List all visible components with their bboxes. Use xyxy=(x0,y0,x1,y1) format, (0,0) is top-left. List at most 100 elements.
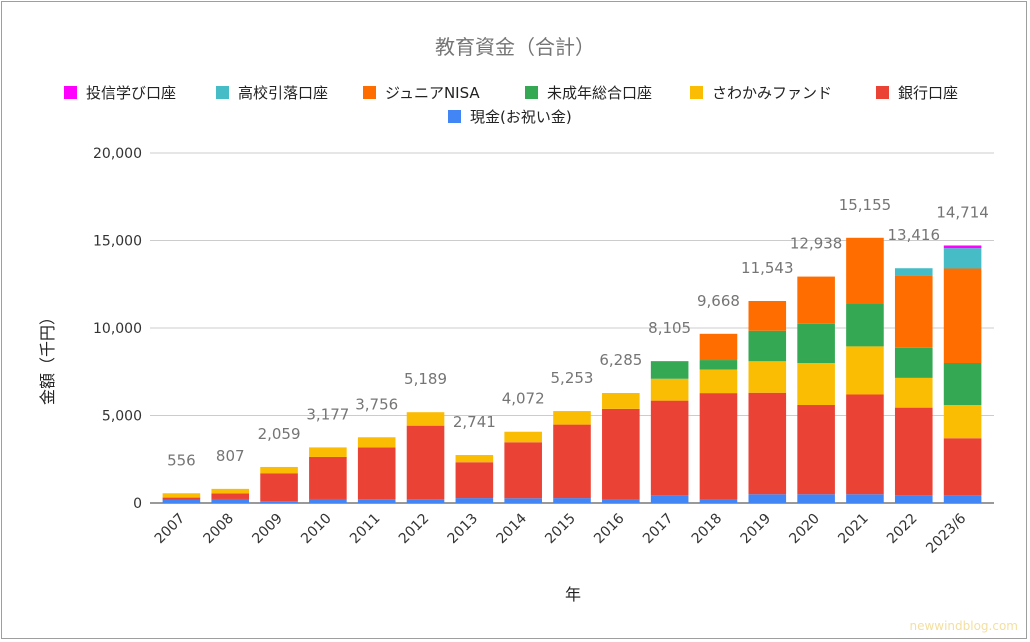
y-axis-ticks: 0 5,000 10,000 15,000 20,000 xyxy=(93,146,142,512)
bar-segment xyxy=(797,363,835,405)
x-tick-label: 2013 xyxy=(445,511,482,548)
total-label: 13,416 xyxy=(888,226,941,244)
x-tick-label: 2020 xyxy=(786,511,823,548)
bars xyxy=(162,237,982,503)
bar-segment xyxy=(455,462,494,499)
total-labels: 556 807 2,059 3,177 3,756 5,189 2,741 4,072 5,25… xyxy=(167,196,989,469)
bar-segment xyxy=(894,495,933,503)
bar-segment xyxy=(846,237,884,304)
y-tick-label: 20,000 xyxy=(93,146,142,162)
legend-label-koukou: 高校引落口座 xyxy=(238,84,328,102)
bar-segment xyxy=(748,392,787,495)
bar-segment xyxy=(748,494,787,503)
watermark: newwindblog.com xyxy=(909,619,1018,633)
bar-segment xyxy=(211,498,250,503)
bar-segment xyxy=(260,466,298,474)
total-label: 6,285 xyxy=(599,351,642,369)
total-label: 15,155 xyxy=(839,196,892,214)
total-label: 5,253 xyxy=(551,369,594,387)
total-label: 3,756 xyxy=(355,395,398,413)
total-label: 3,177 xyxy=(306,405,349,423)
y-tick-label: 10,000 xyxy=(93,321,142,337)
total-label: 12,938 xyxy=(790,235,843,253)
bar-segment xyxy=(504,431,542,443)
x-tick-label: 2022 xyxy=(884,511,921,548)
legend-swatch-miseinen xyxy=(525,86,538,99)
bar-segment xyxy=(650,361,689,379)
bar-segment xyxy=(650,495,689,503)
bar-segment xyxy=(260,501,298,503)
bar-segment xyxy=(211,488,250,494)
legend-swatch-junior-nisa xyxy=(363,86,376,99)
bar-segment xyxy=(894,347,933,378)
x-tick-label: 2007 xyxy=(152,511,189,548)
bar-segment xyxy=(699,369,738,394)
legend-swatch-toshin xyxy=(64,86,77,99)
bar-segment xyxy=(894,377,933,408)
bar-segment xyxy=(894,407,933,496)
chart-title: 教育資金（合計） xyxy=(435,35,595,59)
bar-segment xyxy=(797,276,835,324)
bar-segment xyxy=(602,408,640,500)
total-label: 14,714 xyxy=(936,204,989,222)
bar-segment xyxy=(943,405,982,439)
bar-segment xyxy=(162,493,201,498)
legend-label-junior-nisa: ジュニアNISA xyxy=(385,84,480,102)
legend-swatch-genkin xyxy=(448,110,461,123)
x-axis-title: 年 xyxy=(565,585,581,604)
total-label: 4,072 xyxy=(502,390,545,408)
bar-segment xyxy=(309,456,347,499)
bar-segment xyxy=(650,400,689,496)
bar-segment xyxy=(699,393,738,500)
bar-segment xyxy=(943,248,982,269)
bar-segment xyxy=(748,300,787,331)
legend: 投信学び口座 高校引落口座 ジュニアNISA 未成年総合口座 さわかみファンド … xyxy=(64,84,958,126)
total-label: 807 xyxy=(216,447,245,465)
bar-segment xyxy=(455,498,494,503)
bar-segment xyxy=(699,360,738,370)
x-tick-label: 2019 xyxy=(738,511,775,548)
bar-segment xyxy=(406,425,445,500)
bar-segment xyxy=(602,499,640,503)
bar-segment xyxy=(797,323,835,363)
bar-segment xyxy=(797,494,835,503)
total-label: 556 xyxy=(167,451,196,469)
bar-segment xyxy=(846,394,884,495)
bar-segment xyxy=(162,499,201,503)
x-tick-label: 2017 xyxy=(640,511,677,548)
legend-swatch-sawakami xyxy=(690,86,703,99)
bar-segment xyxy=(846,494,884,503)
bar-segment xyxy=(699,499,738,503)
bar-segment xyxy=(748,361,787,393)
x-tick-label: 2010 xyxy=(298,511,335,548)
bar-segment xyxy=(309,498,347,503)
legend-label-miseinen: 未成年総合口座 xyxy=(547,84,652,102)
legend-label-genkin: 現金(お祝い金) xyxy=(470,108,572,126)
total-label: 2,059 xyxy=(258,425,301,443)
bar-segment xyxy=(943,245,982,249)
bar-segment xyxy=(357,437,396,448)
x-tick-label: 2023/6 xyxy=(923,510,969,556)
bar-segment xyxy=(699,333,738,361)
total-label: 2,741 xyxy=(453,413,496,431)
y-tick-label: 5,000 xyxy=(102,409,142,425)
x-tick-label: 2011 xyxy=(347,511,384,548)
x-tick-label: 2012 xyxy=(396,511,433,548)
bar-segment xyxy=(211,493,250,499)
legend-swatch-ginkou xyxy=(876,86,889,99)
bar-segment xyxy=(846,346,884,395)
y-axis-title: 金額（千円） xyxy=(38,309,57,405)
bar-segment xyxy=(553,498,591,503)
bar-segment xyxy=(455,455,494,463)
bar-segment xyxy=(357,499,396,503)
bar-segment xyxy=(943,495,982,503)
x-tick-label: 2015 xyxy=(542,511,579,548)
bar-segment xyxy=(504,442,542,499)
bar-segment xyxy=(406,499,445,503)
bar-segment xyxy=(602,393,640,409)
total-label: 5,189 xyxy=(404,370,447,388)
legend-label-toshin: 投信学び口座 xyxy=(86,84,176,102)
bar-segment xyxy=(162,497,201,500)
